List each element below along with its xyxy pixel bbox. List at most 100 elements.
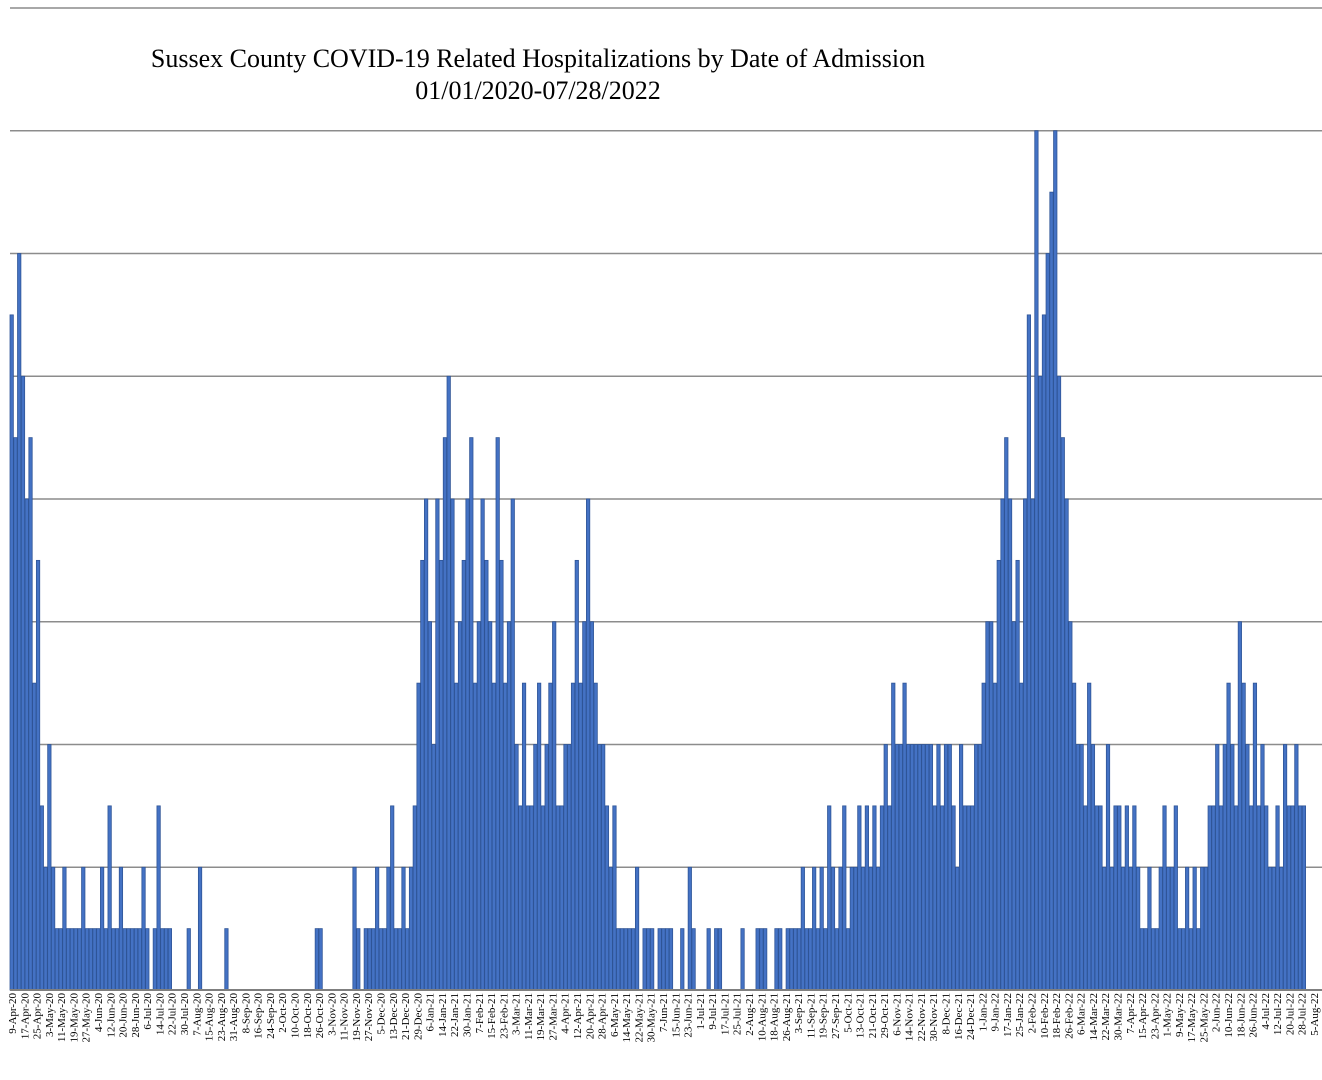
bar (167, 928, 173, 991)
bar (420, 559, 425, 991)
x-tick-label: 6-May-21 (609, 993, 621, 1037)
bar (992, 682, 998, 991)
bar (563, 744, 568, 991)
bar (51, 866, 56, 991)
x-tick-label: 22-May-21 (633, 993, 645, 1043)
bar (985, 621, 990, 991)
x-tick-label: 12-Apr-21 (572, 993, 584, 1039)
bar (1041, 314, 1047, 991)
bar (92, 928, 97, 991)
bar (1234, 805, 1239, 991)
bar (1139, 928, 1144, 991)
x-tick-label: 12-Jul-22 (1272, 993, 1284, 1035)
bar (1218, 805, 1224, 991)
bar (936, 744, 941, 991)
x-tick-label: 29-Dec-20 (412, 993, 424, 1041)
bar (1015, 559, 1020, 991)
bar (476, 621, 481, 991)
bar (39, 805, 44, 991)
bar (1072, 682, 1077, 991)
x-tick-label: 15-Jun-21 (670, 993, 682, 1038)
bar (1294, 744, 1299, 991)
bar (472, 682, 478, 991)
x-tick-label: 2-Oct-20 (277, 993, 289, 1033)
bar (631, 928, 636, 991)
x-tick-label: 2-Jun-22 (1211, 993, 1223, 1032)
bar (1000, 498, 1005, 991)
x-tick-label: 27-Sep-21 (830, 993, 842, 1039)
x-tick-label: 23-Apr-22 (1149, 993, 1161, 1039)
bar (1098, 805, 1103, 991)
bar (62, 866, 67, 991)
x-tick-label: 26-Oct-20 (314, 993, 326, 1039)
bar (118, 866, 124, 991)
x-tick-label: 4-Jul-22 (1260, 993, 1272, 1030)
bar (137, 928, 142, 991)
bar (13, 437, 18, 991)
bar (928, 744, 934, 991)
x-tick-label: 14-Nov-21 (904, 993, 916, 1041)
x-tick-label: 28-Jul-22 (1297, 993, 1309, 1035)
x-tick-label: 29-Oct-21 (879, 993, 891, 1038)
bar (1196, 928, 1201, 991)
x-tick-label: 21-Dec-20 (400, 993, 412, 1041)
bar (872, 805, 877, 991)
bar (845, 928, 851, 991)
x-tick-label: 9-Jul-21 (707, 993, 719, 1030)
bar (661, 928, 666, 991)
bar (593, 682, 598, 991)
bar (589, 621, 594, 991)
bar (574, 559, 579, 991)
bar (586, 498, 591, 991)
x-tick-label: 5-Aug-22 (1309, 993, 1321, 1036)
bar (197, 866, 203, 991)
x-tick-label: 9-Jan-22 (990, 993, 1002, 1032)
x-tick-label: 30-Nov-21 (928, 993, 940, 1041)
bar (1260, 744, 1265, 991)
bar (363, 928, 368, 991)
bar (367, 928, 372, 991)
bar (1060, 437, 1065, 991)
x-tick-label: 6-Jan-21 (425, 993, 437, 1032)
bar (861, 866, 866, 991)
bar (81, 866, 86, 991)
bar (1045, 253, 1050, 991)
bar (43, 866, 48, 991)
bar (141, 866, 146, 991)
bar (510, 498, 515, 991)
bar (47, 744, 52, 991)
bar (1056, 375, 1062, 991)
x-tick-label: 9-Apr-20 (7, 993, 19, 1034)
bar (819, 866, 824, 991)
x-tick-label: 22-Jul-20 (167, 993, 179, 1036)
bar (1169, 866, 1175, 991)
bar (1230, 744, 1235, 991)
bar (857, 805, 862, 991)
x-tick-label: 10-Oct-20 (290, 993, 302, 1039)
bar (1256, 805, 1261, 991)
bar (1136, 866, 1141, 991)
bar (130, 928, 135, 991)
bar (88, 928, 93, 991)
bar (318, 928, 323, 991)
bar (439, 559, 444, 991)
bar (1023, 498, 1028, 991)
bar (838, 866, 843, 991)
bar (17, 253, 22, 991)
bar (966, 805, 971, 991)
x-tick-label: 23-Feb-21 (498, 993, 510, 1039)
bar (356, 928, 361, 991)
bar (974, 744, 979, 991)
x-tick-label: 11-Mar-21 (523, 993, 535, 1040)
bar (405, 928, 410, 991)
bar (868, 866, 873, 991)
x-tick-label: 1-Jan-22 (977, 993, 989, 1032)
x-tick-label: 30-May-21 (646, 993, 658, 1043)
bar (126, 928, 131, 991)
bar (680, 928, 685, 991)
bar (1166, 866, 1171, 991)
bar (597, 744, 602, 991)
x-tick-label: 13-Oct-21 (855, 993, 867, 1038)
x-tick-label: 24-Dec-21 (965, 993, 977, 1040)
bar (981, 682, 986, 991)
